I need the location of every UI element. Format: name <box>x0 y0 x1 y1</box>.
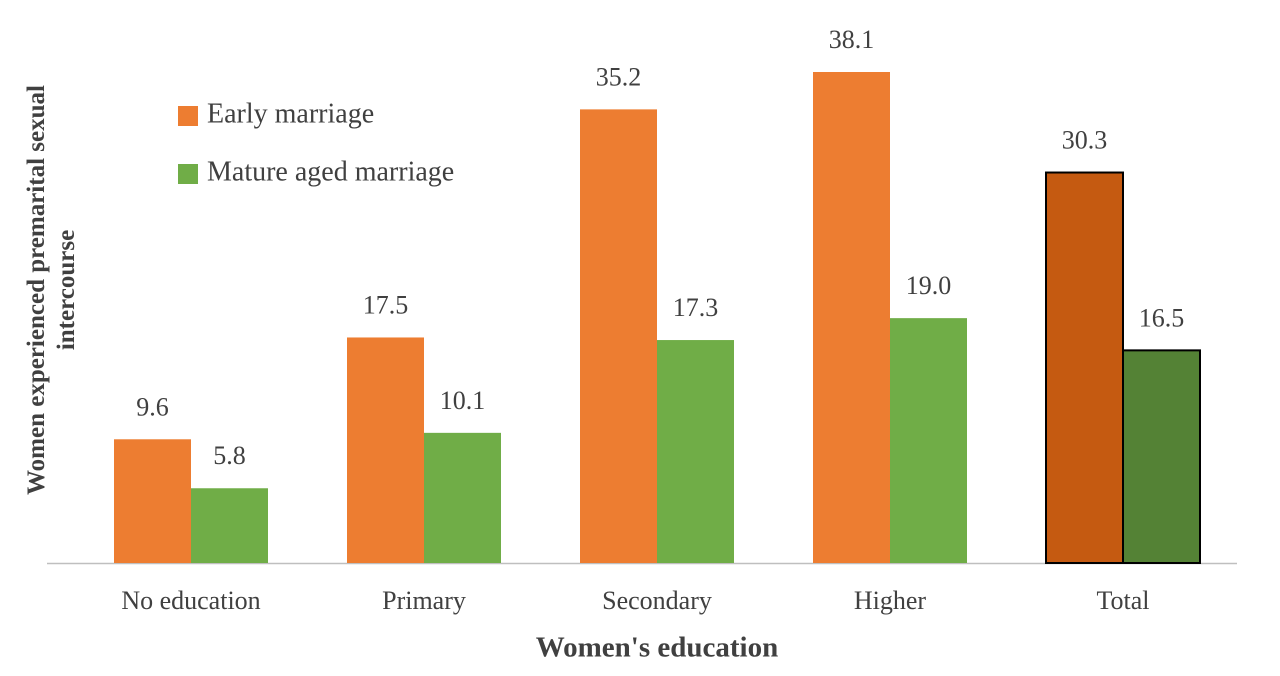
legend-swatch <box>178 106 198 126</box>
bar <box>580 109 657 563</box>
bar <box>424 432 501 563</box>
x-tick-label: No education <box>121 586 260 615</box>
x-tick-label: Total <box>1096 586 1149 615</box>
x-axis-title: Women's education <box>536 632 779 664</box>
x-tick-label: Higher <box>854 586 927 615</box>
legend-swatch <box>178 164 198 184</box>
legend-label: Mature aged marriage <box>207 156 454 187</box>
x-tick-label: Secondary <box>602 586 712 615</box>
data-label: 30.3 <box>1062 125 1108 154</box>
data-label: 38.1 <box>829 25 875 54</box>
bar <box>1045 171 1124 564</box>
bar <box>813 72 890 563</box>
data-label: 35.2 <box>596 62 642 91</box>
bar <box>347 337 424 563</box>
data-label: 16.5 <box>1139 303 1185 332</box>
data-label: 17.5 <box>363 290 409 319</box>
legend-label: Early marriage <box>207 98 374 129</box>
data-label: 17.3 <box>673 293 719 322</box>
x-tick-label: Primary <box>382 586 466 615</box>
data-label: 9.6 <box>136 392 169 421</box>
data-label: 19.0 <box>906 271 952 300</box>
y-axis-title: Women experienced premarital sexual inte… <box>23 85 80 495</box>
bar <box>1122 349 1201 565</box>
bar <box>890 318 967 563</box>
data-label: 5.8 <box>213 441 246 470</box>
bar <box>191 488 268 563</box>
data-label: 10.1 <box>440 386 486 415</box>
bar <box>657 340 734 563</box>
bar <box>114 439 191 563</box>
